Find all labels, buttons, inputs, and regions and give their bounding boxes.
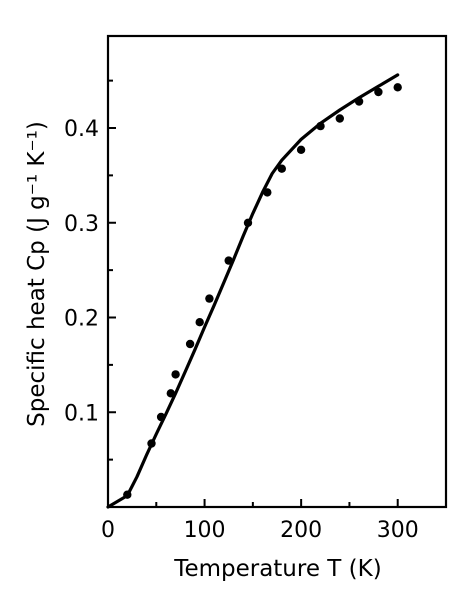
- y-tick-label: 0.2: [64, 307, 99, 332]
- tick-labels: 0 100 200 300 0.1 0.2 0.3 0.4: [64, 117, 419, 543]
- data-point: [393, 83, 402, 92]
- data-point: [243, 218, 253, 227]
- data-point: [166, 389, 175, 398]
- data-point: [263, 188, 272, 197]
- data-point: [335, 114, 344, 123]
- ticks: [107, 79, 399, 507]
- data-point: [374, 87, 383, 97]
- x-tick-label: 0: [101, 518, 115, 543]
- axes: [106, 34, 448, 509]
- series-lines: [106, 73, 400, 509]
- x-tick-label: 300: [377, 518, 419, 543]
- data-point: [195, 318, 204, 327]
- data-point: [224, 256, 233, 265]
- data-point: [296, 145, 306, 154]
- series-points: [123, 83, 402, 499]
- data-point: [171, 370, 180, 379]
- plot-frame: [106, 34, 448, 509]
- data-point: [147, 439, 156, 448]
- data-point: [205, 294, 214, 303]
- y-axis-title: Specific heat Cp (J g⁻¹ K⁻¹): [24, 121, 50, 427]
- y-tick-label: 0.1: [64, 401, 99, 426]
- data-point: [156, 412, 166, 422]
- y-tick-label: 0.4: [64, 117, 99, 142]
- x-axis-title: Temperature T (K): [173, 556, 381, 582]
- x-tick-label: 100: [184, 518, 226, 543]
- data-point: [277, 164, 286, 173]
- model-curve: [106, 73, 400, 509]
- data-point: [354, 97, 364, 106]
- data-point: [316, 121, 325, 131]
- x-tick-label: 200: [280, 518, 322, 543]
- y-tick-label: 0.3: [64, 212, 99, 237]
- data-point: [185, 339, 195, 349]
- data-point: [123, 490, 132, 499]
